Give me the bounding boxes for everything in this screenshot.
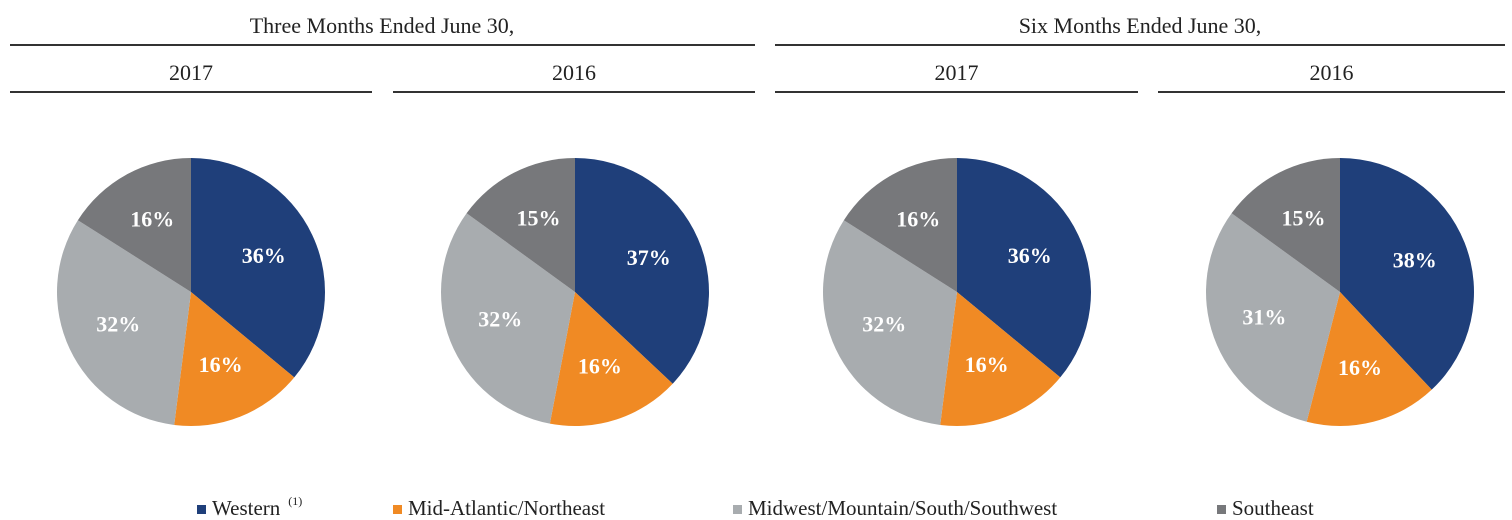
slice-label: 36% [242, 243, 286, 268]
pie-slice [1340, 158, 1474, 390]
pie-slice [940, 292, 1061, 426]
legend-swatch [1217, 505, 1226, 514]
slice-label: 15% [516, 205, 560, 230]
period-header: Three Months Ended June 30, [250, 13, 515, 38]
slice-label: 16% [965, 352, 1009, 377]
slice-label: 16% [1338, 355, 1382, 380]
pie-slice [957, 158, 1091, 378]
pie-slice [466, 158, 575, 292]
pie-slice [823, 220, 957, 425]
pie-slice [441, 213, 575, 424]
slice-label: 16% [578, 354, 622, 379]
pie-title: 2017 [169, 60, 213, 85]
pie-slice [1205, 213, 1340, 422]
legend-label: Midwest/Mountain/South/Southwest [748, 496, 1057, 520]
slice-label: 37% [627, 245, 671, 270]
legend-swatch [393, 505, 402, 514]
slice-label: 16% [896, 207, 940, 232]
slice-label: 32% [862, 311, 906, 336]
legend-label: Southeast [1232, 496, 1314, 520]
legend-swatch [197, 505, 206, 514]
pie-title: 2017 [935, 60, 979, 85]
pie-slice [56, 220, 192, 425]
slice-label: 32% [96, 311, 140, 336]
pie-slice [77, 158, 191, 292]
slice-label: 31% [1242, 304, 1286, 329]
pie-slice [843, 158, 957, 292]
legend-label: Mid-Atlantic/Northeast [408, 496, 605, 520]
legend-label: Western [212, 496, 281, 520]
pie-slice [174, 292, 295, 426]
legend-swatch [733, 505, 742, 514]
slice-label: 16% [199, 352, 243, 377]
pie-title: 2016 [1310, 60, 1354, 85]
pie-title: 2016 [552, 60, 596, 85]
slice-label: 32% [478, 307, 522, 332]
pie-slice [191, 158, 325, 378]
slice-label: 36% [1008, 243, 1052, 268]
pie-slice [549, 292, 673, 426]
slice-label: 16% [130, 207, 174, 232]
pie-slice [1231, 158, 1340, 292]
slice-label: 38% [1393, 247, 1437, 272]
slice-label: 15% [1281, 205, 1325, 230]
period-header: Six Months Ended June 30, [1019, 13, 1262, 38]
pie-slice [1306, 292, 1432, 426]
pie-slice [575, 158, 709, 384]
legend-footnote: (1) [288, 494, 302, 508]
